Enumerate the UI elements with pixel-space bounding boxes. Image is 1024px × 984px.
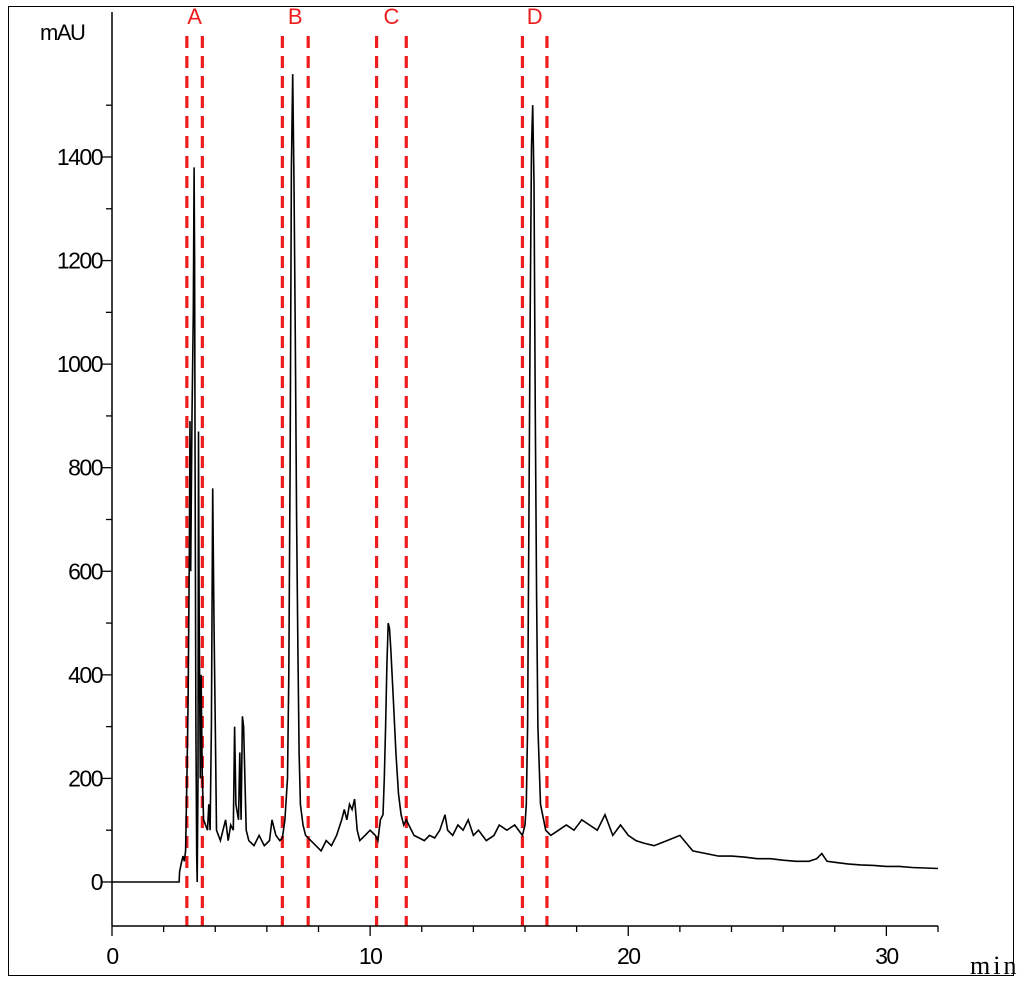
y-tick-label: 200 xyxy=(68,765,103,791)
y-axis-label: mAU xyxy=(40,20,85,45)
x-tick-label: 10 xyxy=(359,943,382,969)
region-label: C xyxy=(383,4,399,29)
region-label: A xyxy=(187,4,202,29)
region-label: B xyxy=(288,4,303,29)
y-tick-label: 600 xyxy=(68,558,103,584)
region-label: D xyxy=(527,4,543,29)
axes: 0 200 400 600 800 1000 1200 1400 0 10 20 30 xyxy=(57,12,939,969)
y-tick-label: 400 xyxy=(68,662,103,688)
y-tick-label: 1000 xyxy=(57,351,103,377)
y-ticks: 0 200 400 600 800 1000 1200 1400 xyxy=(57,104,112,895)
y-tick-label: 800 xyxy=(68,455,103,481)
series-line xyxy=(112,74,939,883)
x-ticks: 0 10 20 30 xyxy=(106,926,939,969)
chart-frame xyxy=(8,6,1014,976)
x-tick-label: 0 xyxy=(106,943,118,969)
x-tick-label: 20 xyxy=(617,943,640,969)
y-tick-label: 1200 xyxy=(57,248,103,274)
x-tick-label: 30 xyxy=(875,943,898,969)
y-tick-label: 1400 xyxy=(57,144,103,170)
y-tick-label: 0 xyxy=(91,869,103,895)
x-axis-label: min xyxy=(970,951,1019,980)
